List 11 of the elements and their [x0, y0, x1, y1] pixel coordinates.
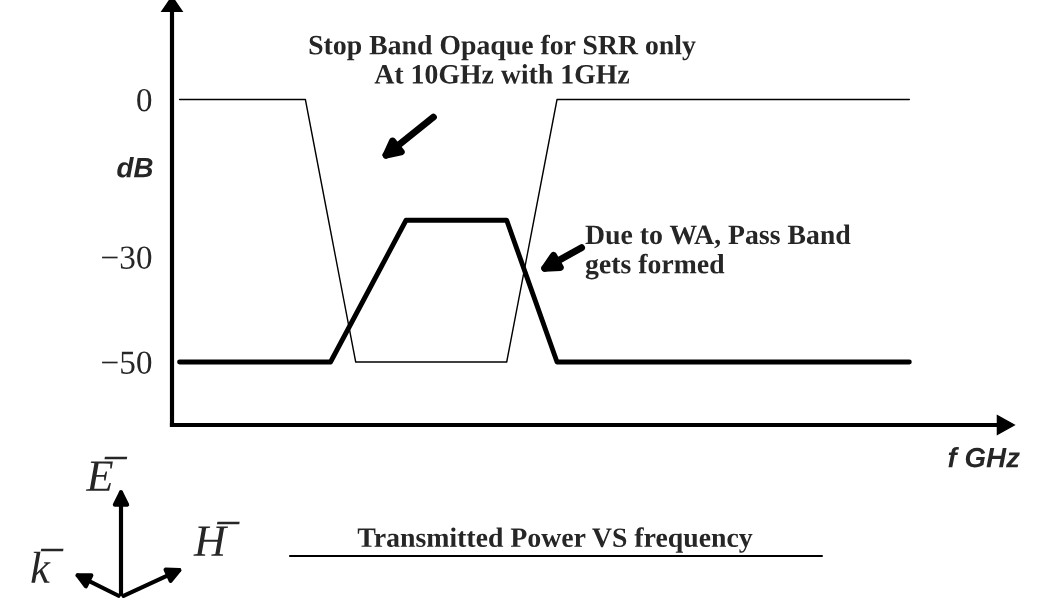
- text: k̅: [31, 548, 64, 583]
- y-tick-label: 0: [137, 88, 152, 112]
- text: E̅: [85, 456, 128, 491]
- annotation: Stop Band Opaque for SRR only At 10GHz with 1GHz: [309, 34, 696, 84]
- x-axis-title: f GHz: [948, 447, 1020, 468]
- y-tick-label: −30: [102, 246, 152, 269]
- y-axis-title: dB: [117, 157, 153, 178]
- y-tick-label: −50: [102, 351, 152, 374]
- annotation: Due to WA, Pass Band gets formed: [585, 224, 851, 280]
- text: H̅: [193, 521, 240, 556]
- text: Transmitted Power VS frequency: [357, 527, 753, 553]
